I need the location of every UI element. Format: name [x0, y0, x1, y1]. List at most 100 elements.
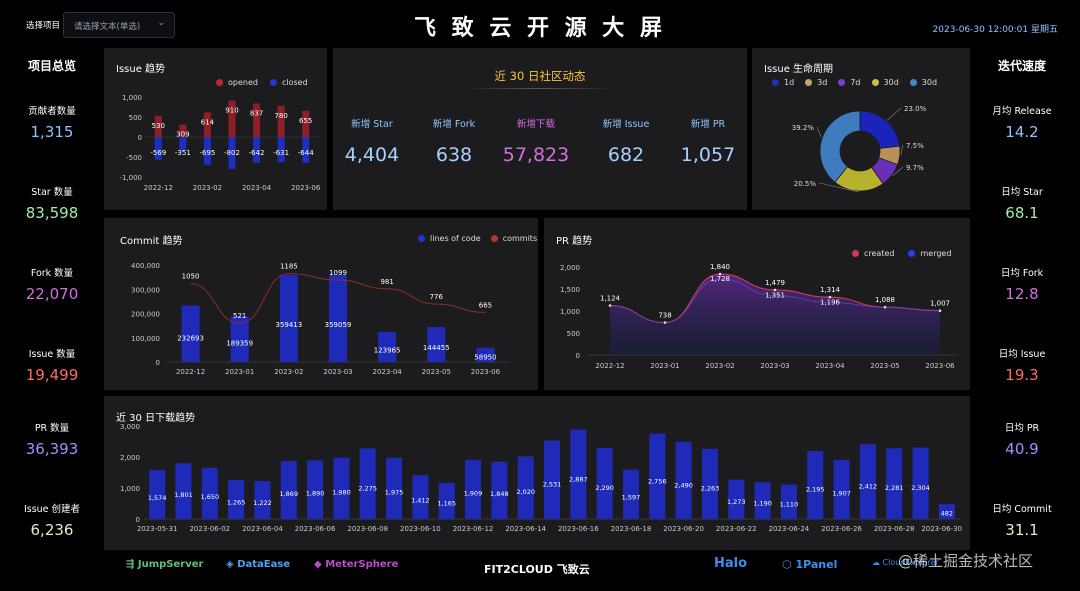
created-point[interactable] — [883, 305, 887, 309]
download-bar[interactable] — [175, 463, 192, 519]
community-stat-value: 682 — [607, 144, 645, 166]
opened-bar[interactable] — [203, 112, 211, 137]
opened-bar[interactable] — [302, 110, 310, 137]
download-bar[interactable] — [833, 459, 850, 519]
legend-closed[interactable]: closed — [269, 78, 308, 87]
pie-slice[interactable] — [819, 110, 861, 183]
pie-slice[interactable] — [859, 110, 901, 149]
legend-opened[interactable]: opened — [216, 78, 258, 87]
commits-line[interactable] — [190, 273, 486, 324]
download-bar[interactable] — [544, 440, 560, 519]
loc-bar[interactable] — [427, 326, 446, 362]
download-bar[interactable] — [412, 475, 429, 519]
legend-created[interactable]: created — [852, 249, 894, 258]
download-bar[interactable] — [780, 484, 797, 519]
loc-bar[interactable] — [329, 274, 347, 362]
download-bar[interactable] — [386, 457, 403, 519]
legend-merged[interactable]: merged — [908, 249, 951, 258]
download-bar[interactable] — [807, 450, 824, 519]
download-bar[interactable] — [280, 461, 297, 519]
footer-logo-fit2cloud[interactable]: FIT2CLOUD 飞致云 — [484, 563, 590, 576]
download-bar[interactable] — [675, 441, 692, 519]
download-bar[interactable] — [149, 470, 166, 519]
right-item: 日均 Star 68.1 — [972, 184, 1072, 222]
right-item-value: 14.2 — [1005, 123, 1039, 141]
download-bar[interactable] — [886, 448, 903, 519]
closed-bar[interactable] — [179, 137, 187, 152]
legend-lifecycle-item[interactable]: 1d — [772, 78, 794, 87]
loc-bar[interactable] — [378, 331, 397, 362]
footer-logo-dataease[interactable]: ◈ DataEase — [226, 559, 290, 570]
download-bar[interactable] — [438, 482, 455, 519]
commits-label: 1099 — [329, 269, 347, 277]
footer-logo-cloudexplorer[interactable]: ☁ CloudExplorer — [872, 558, 939, 567]
download-bar[interactable] — [570, 429, 587, 519]
opened-bar[interactable] — [277, 105, 285, 137]
legend-lifecycle-item[interactable]: 30d — [871, 78, 899, 87]
download-bar[interactable] — [465, 459, 482, 519]
created-point[interactable] — [608, 304, 612, 307]
community-stat: 新增 Fork 638 — [414, 116, 494, 166]
created-point[interactable] — [663, 321, 667, 324]
footer-logo-1panel[interactable]: ⬡ 1Panel — [782, 558, 837, 571]
footer-logo-halo[interactable]: Halo — [714, 556, 748, 571]
download-bar[interactable] — [938, 504, 955, 519]
download-bar[interactable] — [333, 457, 350, 519]
legend-lifecycle-dot — [909, 79, 917, 86]
opened-bar[interactable] — [179, 124, 187, 137]
created-point[interactable] — [828, 295, 832, 299]
legend-lifecycle-label: 30d — [921, 78, 938, 87]
closed-bar[interactable] — [203, 137, 211, 165]
left-item: Issue 数量 19,499 — [2, 346, 102, 384]
pr-trend-title: PR 趋势 — [556, 236, 593, 247]
download-bar[interactable] — [596, 448, 613, 519]
loc-bar[interactable] — [476, 347, 495, 362]
legend-lifecycle-item[interactable]: 3d — [805, 78, 827, 87]
download-bar[interactable] — [491, 461, 508, 519]
opened-bar[interactable] — [253, 103, 261, 137]
opened-bar[interactable] — [154, 115, 162, 137]
footer-logo-metersphere[interactable]: ◆ MeterSphere — [314, 559, 398, 570]
download-bar[interactable] — [728, 479, 745, 519]
created-point[interactable] — [773, 288, 777, 292]
closed-bar[interactable] — [302, 137, 310, 163]
download-bar[interactable] — [859, 444, 876, 519]
created-point[interactable] — [718, 272, 722, 276]
closed-bar[interactable] — [228, 137, 236, 170]
footer-logo-jumpserver[interactable]: ⇶ JumpServer — [126, 559, 203, 570]
closed-bar[interactable] — [277, 137, 285, 163]
pr-trend-legend: created merged — [852, 249, 951, 258]
download-bar[interactable] — [649, 433, 666, 519]
download-bar[interactable] — [307, 460, 324, 519]
loc-bar[interactable] — [181, 305, 200, 362]
closed-bar[interactable] — [154, 137, 162, 160]
legend-lifecycle-item[interactable]: 30d — [909, 78, 938, 87]
download-bar[interactable] — [228, 479, 245, 519]
download-bar[interactable] — [622, 469, 639, 519]
closed-bar[interactable] — [253, 137, 261, 163]
download-bar[interactable] — [701, 448, 718, 519]
download-bar[interactable] — [254, 481, 271, 519]
legend-commits[interactable]: commits — [490, 234, 537, 243]
project-select[interactable]: 请选择文本(单选) ⌄ — [63, 12, 175, 38]
download-bar[interactable] — [754, 482, 771, 519]
download-bar[interactable] — [359, 448, 376, 519]
left-item: Issue 创建者 6,236 — [2, 501, 102, 539]
legend-lines-of-code[interactable]: lines of code — [418, 234, 481, 243]
page-title: 飞 致 云 开 源 大 屏 — [414, 16, 666, 41]
loc-bar[interactable] — [279, 274, 298, 362]
dataease-icon: ◈ — [226, 559, 234, 570]
created-point[interactable] — [938, 309, 942, 312]
opened-bar[interactable] — [228, 100, 236, 137]
community-stat-label: 新增 Issue — [602, 119, 650, 130]
x-tick-label: 2023-06-12 — [453, 525, 494, 533]
loc-bar[interactable] — [230, 316, 249, 362]
pie-slice-label: 20.5% — [794, 180, 817, 188]
download-bar[interactable] — [201, 467, 218, 519]
download-bar[interactable] — [517, 456, 534, 519]
community-stat-value: 638 — [435, 144, 473, 166]
community-stat-label: 新增 Star — [351, 119, 393, 130]
download-bar[interactable] — [912, 447, 929, 519]
legend-lifecycle-item[interactable]: 7d — [838, 78, 861, 87]
opened-label: 655 — [299, 117, 312, 125]
